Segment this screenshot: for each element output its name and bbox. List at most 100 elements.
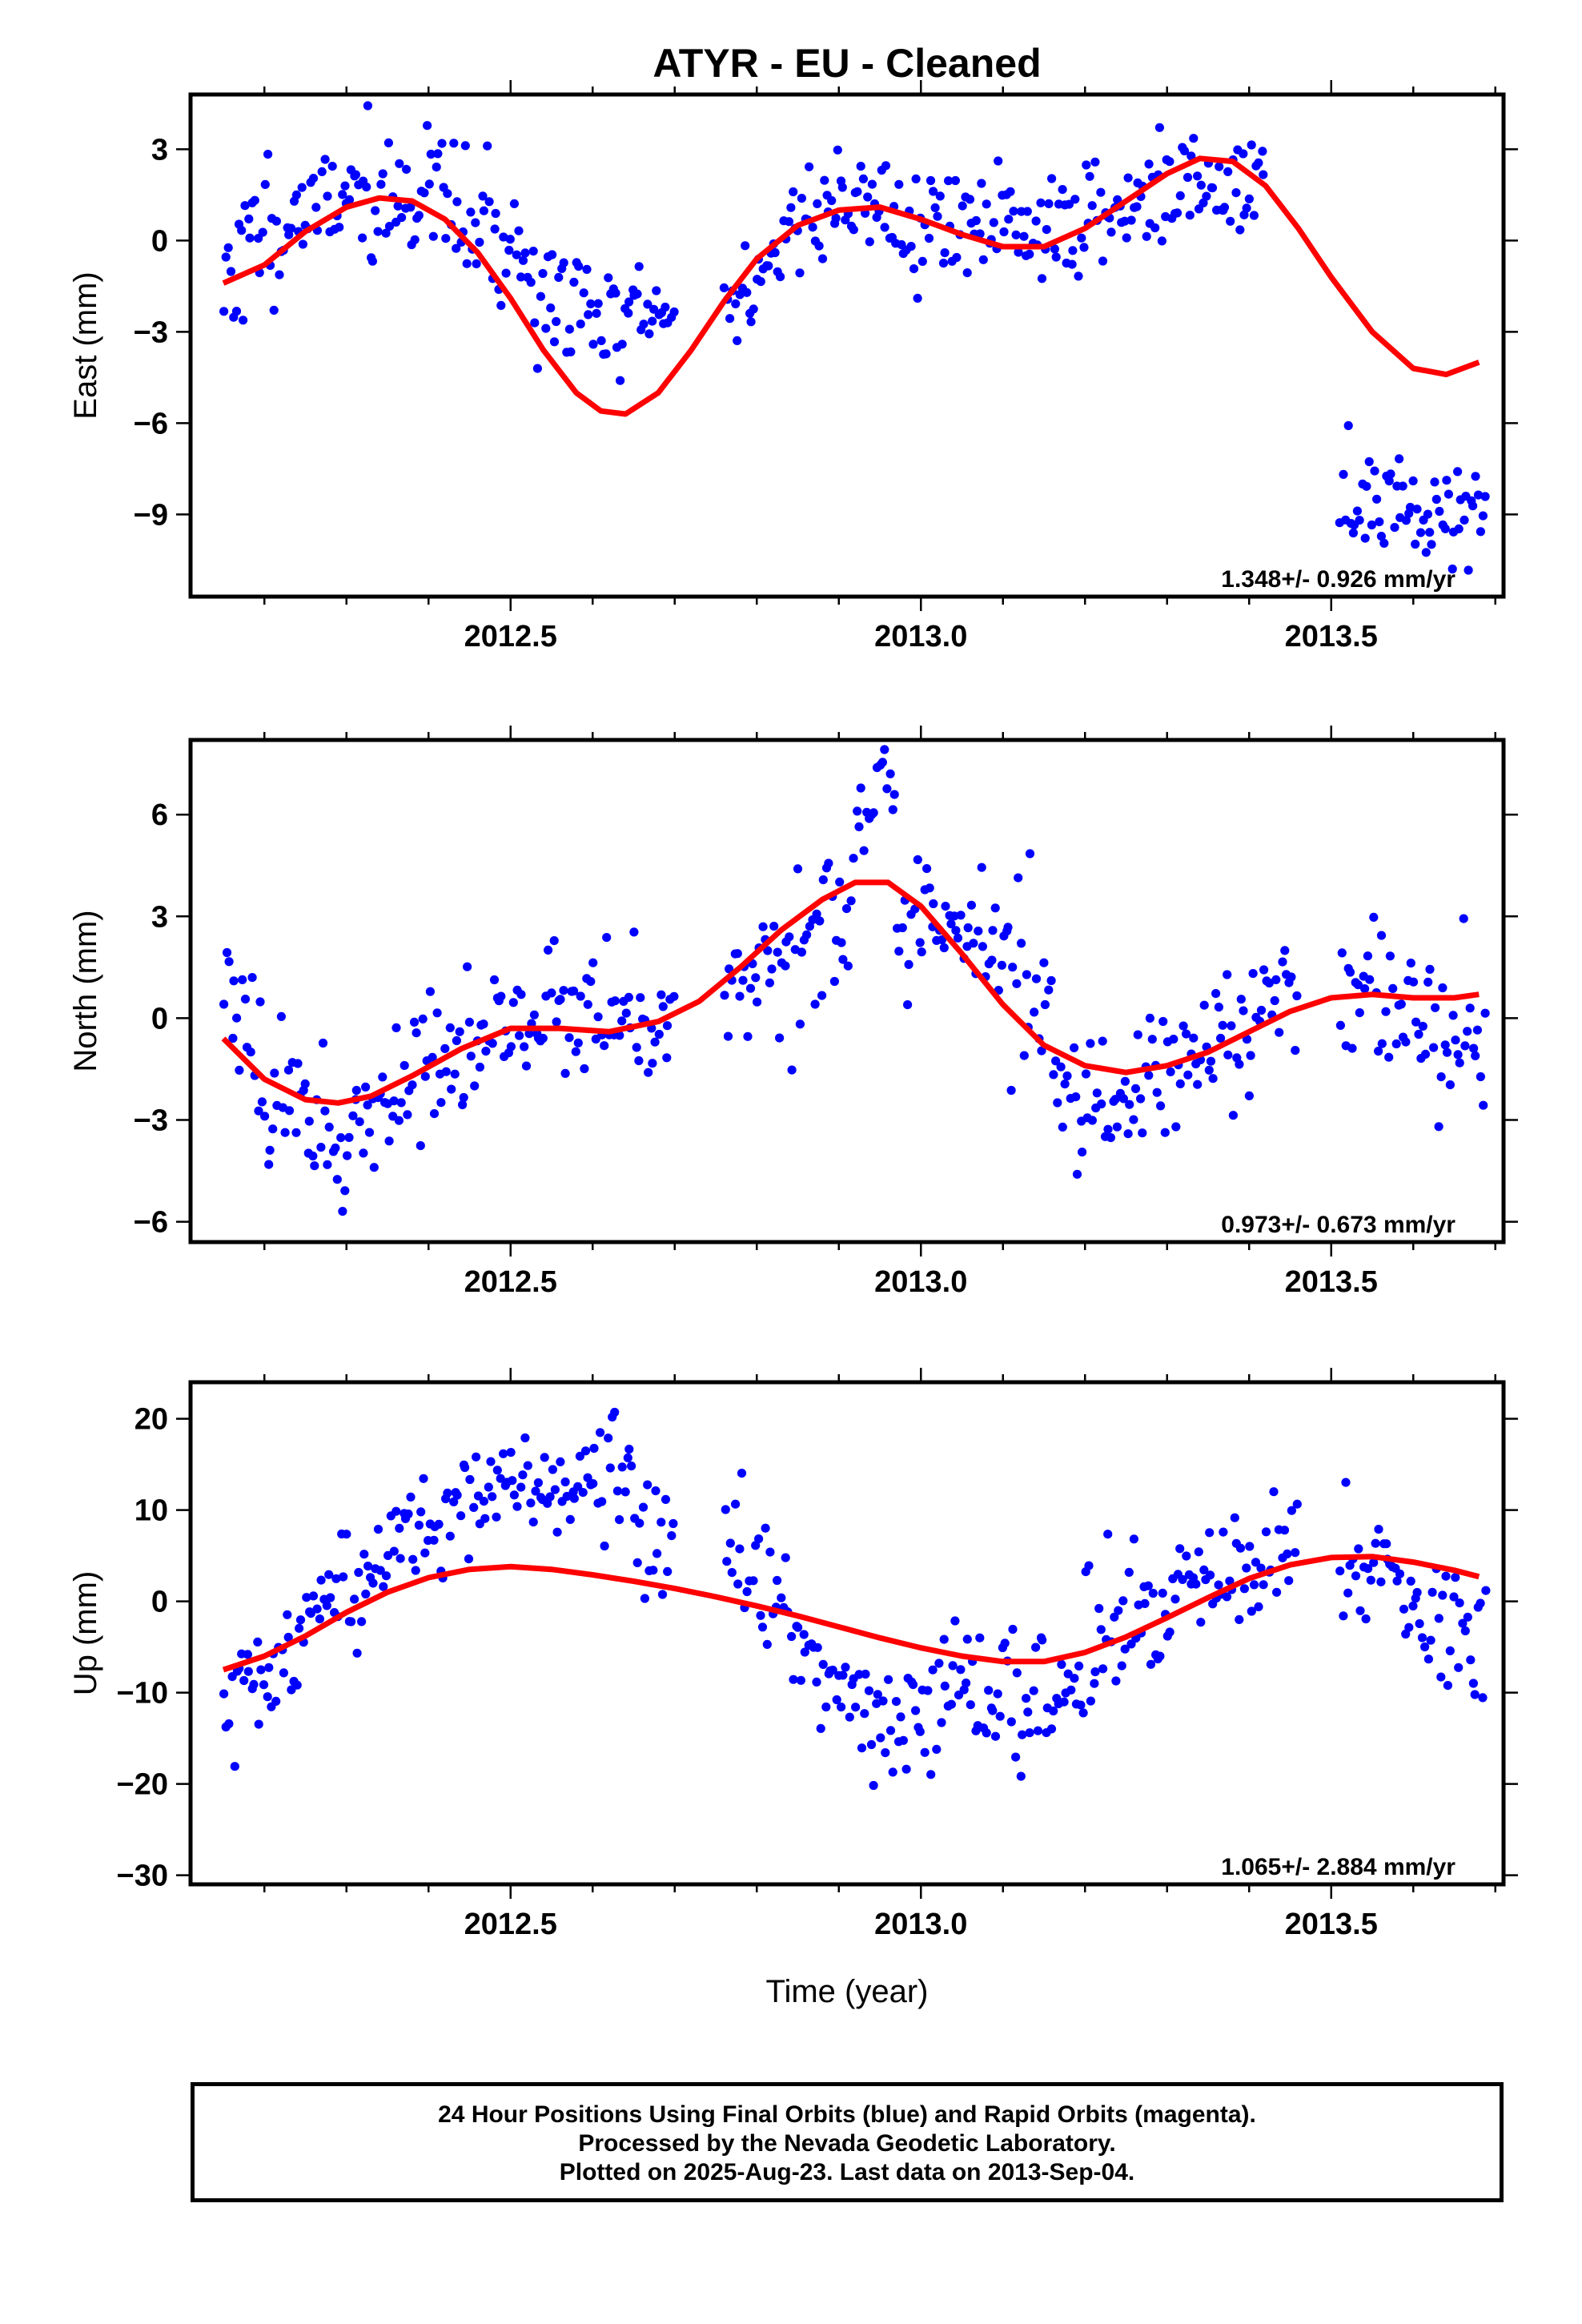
east-point xyxy=(593,299,603,308)
north-point xyxy=(560,1068,570,1078)
up-point xyxy=(492,1512,501,1522)
up-point xyxy=(789,1675,798,1684)
up-point xyxy=(756,1610,765,1620)
up-point xyxy=(632,1558,642,1567)
up-point xyxy=(1070,1674,1079,1683)
up-point xyxy=(352,1648,362,1658)
north-point xyxy=(815,916,825,926)
east-point xyxy=(616,376,625,385)
north-point xyxy=(369,1163,379,1172)
north-point xyxy=(459,1092,468,1103)
north-point xyxy=(260,1112,270,1121)
up-y-tick-label: 20 xyxy=(135,1403,168,1437)
east-point xyxy=(574,261,584,271)
north-point xyxy=(304,1116,314,1126)
east-point xyxy=(291,190,301,199)
north-point xyxy=(359,1148,368,1158)
east-point xyxy=(552,316,561,327)
up-point xyxy=(1118,1596,1128,1606)
up-point xyxy=(1341,1478,1351,1487)
east-point xyxy=(950,175,960,186)
east-point xyxy=(789,187,798,197)
east-point xyxy=(1106,227,1116,237)
north-point xyxy=(576,991,585,1001)
east-point xyxy=(1098,256,1108,266)
north-point xyxy=(441,1067,451,1076)
east-point xyxy=(1047,174,1057,183)
north-point xyxy=(720,991,729,1000)
north-point xyxy=(765,978,775,987)
north-point xyxy=(835,877,845,887)
up-point xyxy=(1284,1576,1294,1586)
north-point xyxy=(1223,1050,1233,1059)
east-point xyxy=(1360,533,1370,543)
north-point xyxy=(990,903,1000,913)
up-point xyxy=(1438,1590,1447,1600)
east-point xyxy=(1423,509,1432,519)
east-point xyxy=(226,267,236,276)
up-point xyxy=(1110,1612,1119,1622)
east-point xyxy=(426,149,436,159)
north-point xyxy=(615,1031,624,1040)
up-point xyxy=(627,1462,636,1471)
north-point xyxy=(232,1013,242,1023)
east-point xyxy=(340,181,350,191)
east-point xyxy=(520,248,530,258)
up-point xyxy=(777,1593,786,1602)
north-point xyxy=(856,783,865,793)
up-point xyxy=(1103,1530,1113,1539)
up-point xyxy=(359,1550,369,1559)
up-y-tick-label: −30 xyxy=(117,1860,168,1893)
north-point xyxy=(1014,873,1023,883)
north-point xyxy=(228,1033,238,1043)
up-point xyxy=(1049,1706,1058,1716)
up-point xyxy=(656,1518,666,1527)
up-point xyxy=(624,1445,634,1454)
up-point xyxy=(651,1486,661,1496)
north-point xyxy=(544,945,553,955)
north-point xyxy=(425,987,436,996)
north-point xyxy=(586,977,596,987)
east-point xyxy=(548,250,557,259)
north-point xyxy=(913,854,922,865)
up-point xyxy=(1140,1598,1150,1608)
north-point xyxy=(1374,1047,1383,1056)
up-point xyxy=(583,1473,592,1482)
up-point xyxy=(722,1557,732,1566)
north-point xyxy=(751,973,761,983)
up-point xyxy=(1098,1664,1108,1674)
north-point xyxy=(853,806,862,816)
east-point xyxy=(617,340,627,349)
north-point xyxy=(364,1128,375,1137)
north-point xyxy=(1118,1094,1128,1104)
east-point xyxy=(460,141,470,151)
north-rate-label: 0.973+/- 0.673 mm/yr xyxy=(1221,1212,1456,1238)
north-point xyxy=(409,1017,420,1027)
east-point xyxy=(1068,246,1078,255)
north-point xyxy=(1287,972,1296,982)
east-x-tick-label: 2013.5 xyxy=(1285,620,1378,653)
north-point xyxy=(1436,1072,1446,1082)
north-point xyxy=(894,947,904,956)
up-point xyxy=(357,1617,367,1626)
north-point xyxy=(602,933,612,943)
north-point xyxy=(1189,1033,1199,1043)
east-point xyxy=(1036,198,1046,207)
east-point xyxy=(1120,216,1130,226)
north-y-tick-label: 6 xyxy=(151,798,168,832)
north-point xyxy=(351,1085,361,1096)
north-point xyxy=(903,1000,913,1010)
north-point xyxy=(953,933,963,943)
up-point xyxy=(765,1547,775,1557)
up-points xyxy=(219,1407,1491,1791)
east-point xyxy=(569,277,579,287)
up-point xyxy=(737,1469,747,1478)
east-point xyxy=(733,336,742,345)
north-point xyxy=(432,1008,442,1018)
north-point xyxy=(416,1141,425,1151)
east-x-tick-label: 2013.0 xyxy=(874,620,967,653)
north-point xyxy=(363,1100,372,1110)
up-point xyxy=(545,1492,555,1502)
up-point xyxy=(324,1570,334,1579)
east-point xyxy=(784,217,794,227)
